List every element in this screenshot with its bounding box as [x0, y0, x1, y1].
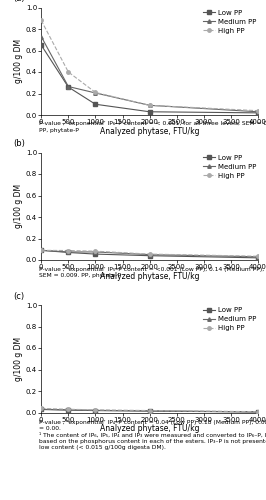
- Y-axis label: g/100 g DM: g/100 g DM: [14, 336, 23, 381]
- Legend: Low PP, Medium PP, High PP: Low PP, Medium PP, High PP: [202, 9, 257, 34]
- Text: (c): (c): [13, 292, 24, 300]
- Y-axis label: g/100 g DM: g/100 g DM: [14, 39, 23, 84]
- Y-axis label: g/100 g DM: g/100 g DM: [14, 184, 23, 228]
- Legend: Low PP, Medium PP, High PP: Low PP, Medium PP, High PP: [202, 306, 257, 332]
- Legend: Low PP, Medium PP, High PP: Low PP, Medium PP, High PP: [202, 154, 257, 180]
- Text: P-value , ‘exponential’ IP₆–P content = < 0.001, for all three levels; SEM = 0.0: P-value , ‘exponential’ IP₆–P content = …: [39, 122, 266, 132]
- X-axis label: Analyzed phytase, FTU/kg: Analyzed phytase, FTU/kg: [100, 424, 200, 433]
- Text: (a): (a): [13, 0, 25, 3]
- X-axis label: Analyzed phytase, FTU/kg: Analyzed phytase, FTU/kg: [100, 126, 200, 136]
- Text: (b): (b): [13, 139, 25, 148]
- Text: P-value , ‘exponential’ IP₅–P content = <0.001 (Low PP), 0.14 (Medium PP), 0.03 : P-value , ‘exponential’ IP₅–P content = …: [39, 266, 266, 278]
- Text: P-value , ‘exponential’ IP₄–P content = 0.04 (Low PP) 0.18 (Medium PP), 0.08 (Hi: P-value , ‘exponential’ IP₄–P content = …: [39, 420, 266, 450]
- X-axis label: Analyzed phytase, FTU/kg: Analyzed phytase, FTU/kg: [100, 272, 200, 280]
